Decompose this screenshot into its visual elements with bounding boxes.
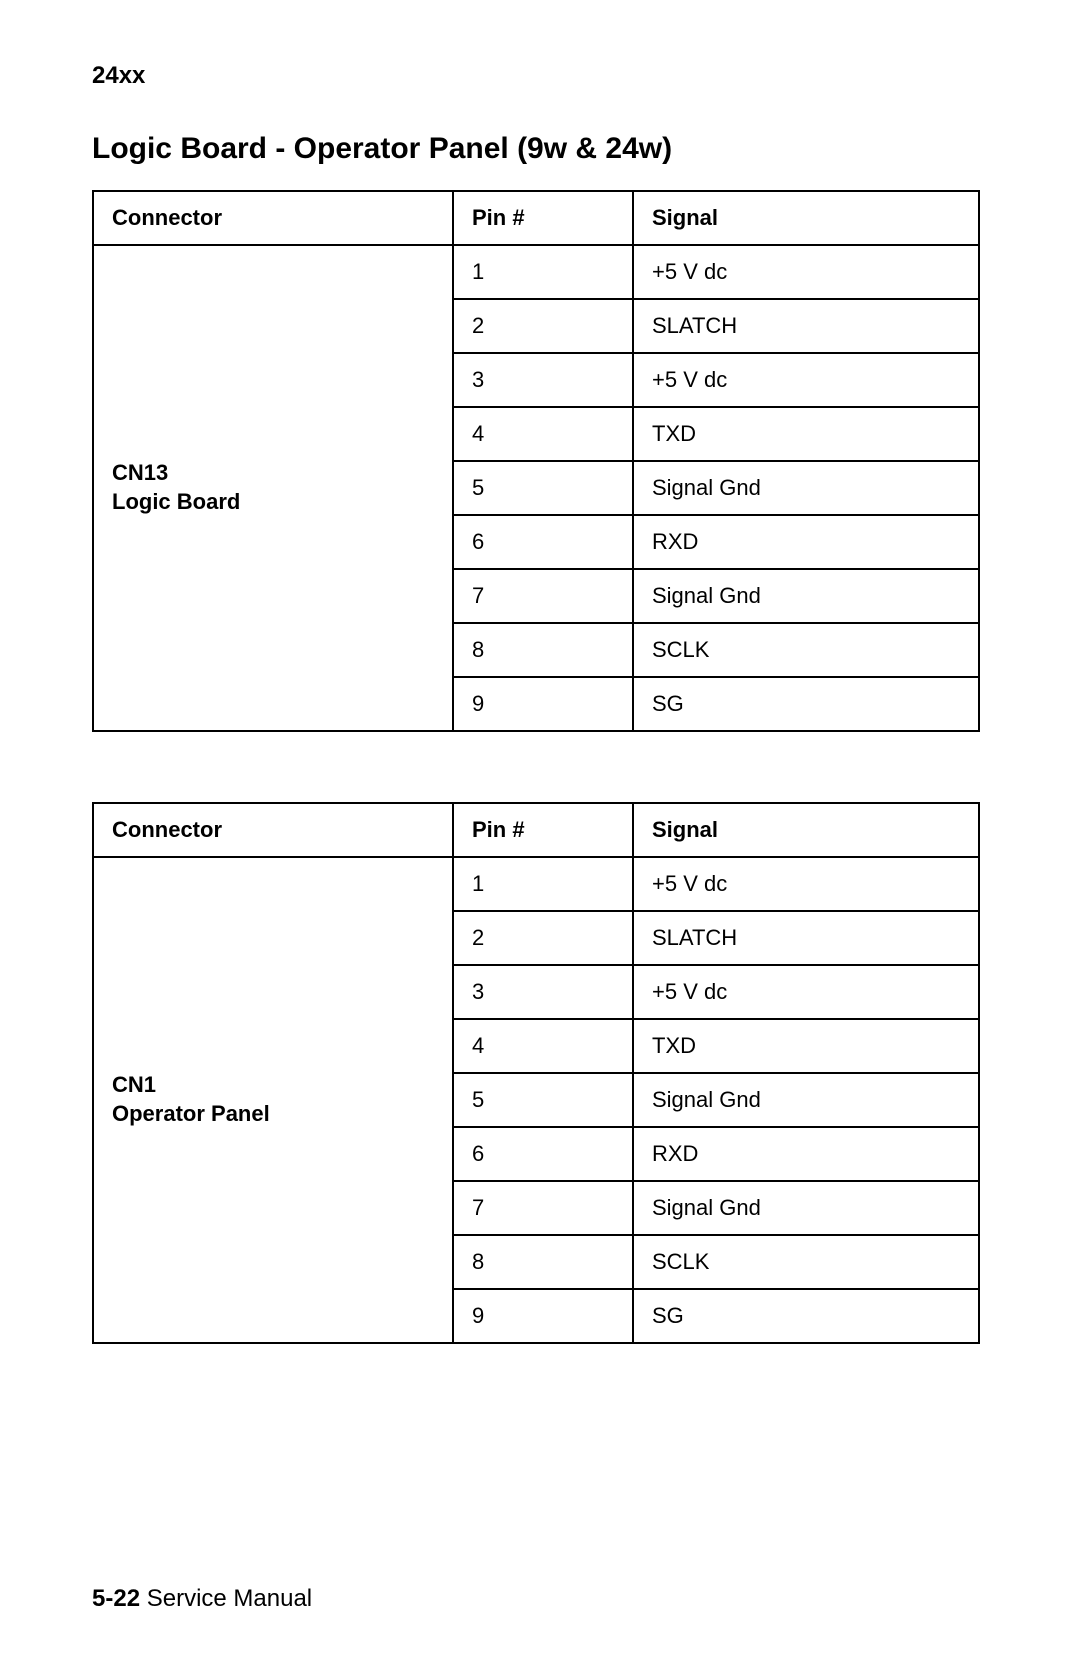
section-title: Logic Board - Operator Panel (9w & 24w) xyxy=(92,132,988,166)
table-gap xyxy=(92,732,988,802)
col-header-signal: Signal xyxy=(633,803,979,857)
pin-cell: 5 xyxy=(453,1073,633,1127)
connector-cell: CN1 Operator Panel xyxy=(93,857,453,1343)
connector-cell: CN13 Logic Board xyxy=(93,245,453,731)
table-row: CN13 Logic Board 1 +5 V dc xyxy=(93,245,979,299)
signal-cell: Signal Gnd xyxy=(633,1073,979,1127)
signal-cell: +5 V dc xyxy=(633,965,979,1019)
signal-cell: Signal Gnd xyxy=(633,569,979,623)
pin-cell: 2 xyxy=(453,911,633,965)
pin-cell: 2 xyxy=(453,299,633,353)
pin-cell: 4 xyxy=(453,1019,633,1073)
pin-cell: 9 xyxy=(453,677,633,731)
signal-cell: Signal Gnd xyxy=(633,1181,979,1235)
signal-cell: +5 V dc xyxy=(633,245,979,299)
pin-cell: 1 xyxy=(453,245,633,299)
col-header-connector: Connector xyxy=(93,191,453,245)
col-header-pin: Pin # xyxy=(453,191,633,245)
pin-cell: 6 xyxy=(453,1127,633,1181)
table-header-row: Connector Pin # Signal xyxy=(93,803,979,857)
footer-label-text: Service Manual xyxy=(147,1585,312,1612)
signal-cell: RXD xyxy=(633,515,979,569)
signal-cell: TXD xyxy=(633,1019,979,1073)
signal-cell: SLATCH xyxy=(633,911,979,965)
table-row: CN1 Operator Panel 1 +5 V dc xyxy=(93,857,979,911)
pin-cell: 3 xyxy=(453,353,633,407)
pinout-table-cn1: Connector Pin # Signal CN1 Operator Pane… xyxy=(92,802,980,1344)
pin-cell: 8 xyxy=(453,623,633,677)
connector-id: CN13 xyxy=(112,459,434,488)
signal-cell: +5 V dc xyxy=(633,353,979,407)
connector-id: CN1 xyxy=(112,1071,434,1100)
pin-cell: 1 xyxy=(453,857,633,911)
signal-cell: SCLK xyxy=(633,1235,979,1289)
pin-cell: 7 xyxy=(453,1181,633,1235)
signal-cell: SG xyxy=(633,1289,979,1343)
col-header-signal: Signal xyxy=(633,191,979,245)
pin-cell: 8 xyxy=(453,1235,633,1289)
pin-cell: 5 xyxy=(453,461,633,515)
col-header-pin: Pin # xyxy=(453,803,633,857)
signal-cell: TXD xyxy=(633,407,979,461)
series-header: 24xx xyxy=(92,62,988,90)
signal-cell: +5 V dc xyxy=(633,857,979,911)
table-header-row: Connector Pin # Signal xyxy=(93,191,979,245)
signal-cell: Signal Gnd xyxy=(633,461,979,515)
pin-cell: 4 xyxy=(453,407,633,461)
col-header-connector: Connector xyxy=(93,803,453,857)
pin-cell: 7 xyxy=(453,569,633,623)
pin-cell: 9 xyxy=(453,1289,633,1343)
connector-desc: Logic Board xyxy=(112,488,434,517)
page: 24xx Logic Board - Operator Panel (9w & … xyxy=(0,0,1080,1669)
connector-desc: Operator Panel xyxy=(112,1100,434,1129)
signal-cell: RXD xyxy=(633,1127,979,1181)
signal-cell: SG xyxy=(633,677,979,731)
page-number: 5-22 xyxy=(92,1585,140,1612)
signal-cell: SLATCH xyxy=(633,299,979,353)
pinout-table-cn13: Connector Pin # Signal CN13 Logic Board … xyxy=(92,190,980,732)
pin-cell: 6 xyxy=(453,515,633,569)
signal-cell: SCLK xyxy=(633,623,979,677)
pin-cell: 3 xyxy=(453,965,633,1019)
page-footer: 5-22 Service Manual xyxy=(92,1585,312,1613)
